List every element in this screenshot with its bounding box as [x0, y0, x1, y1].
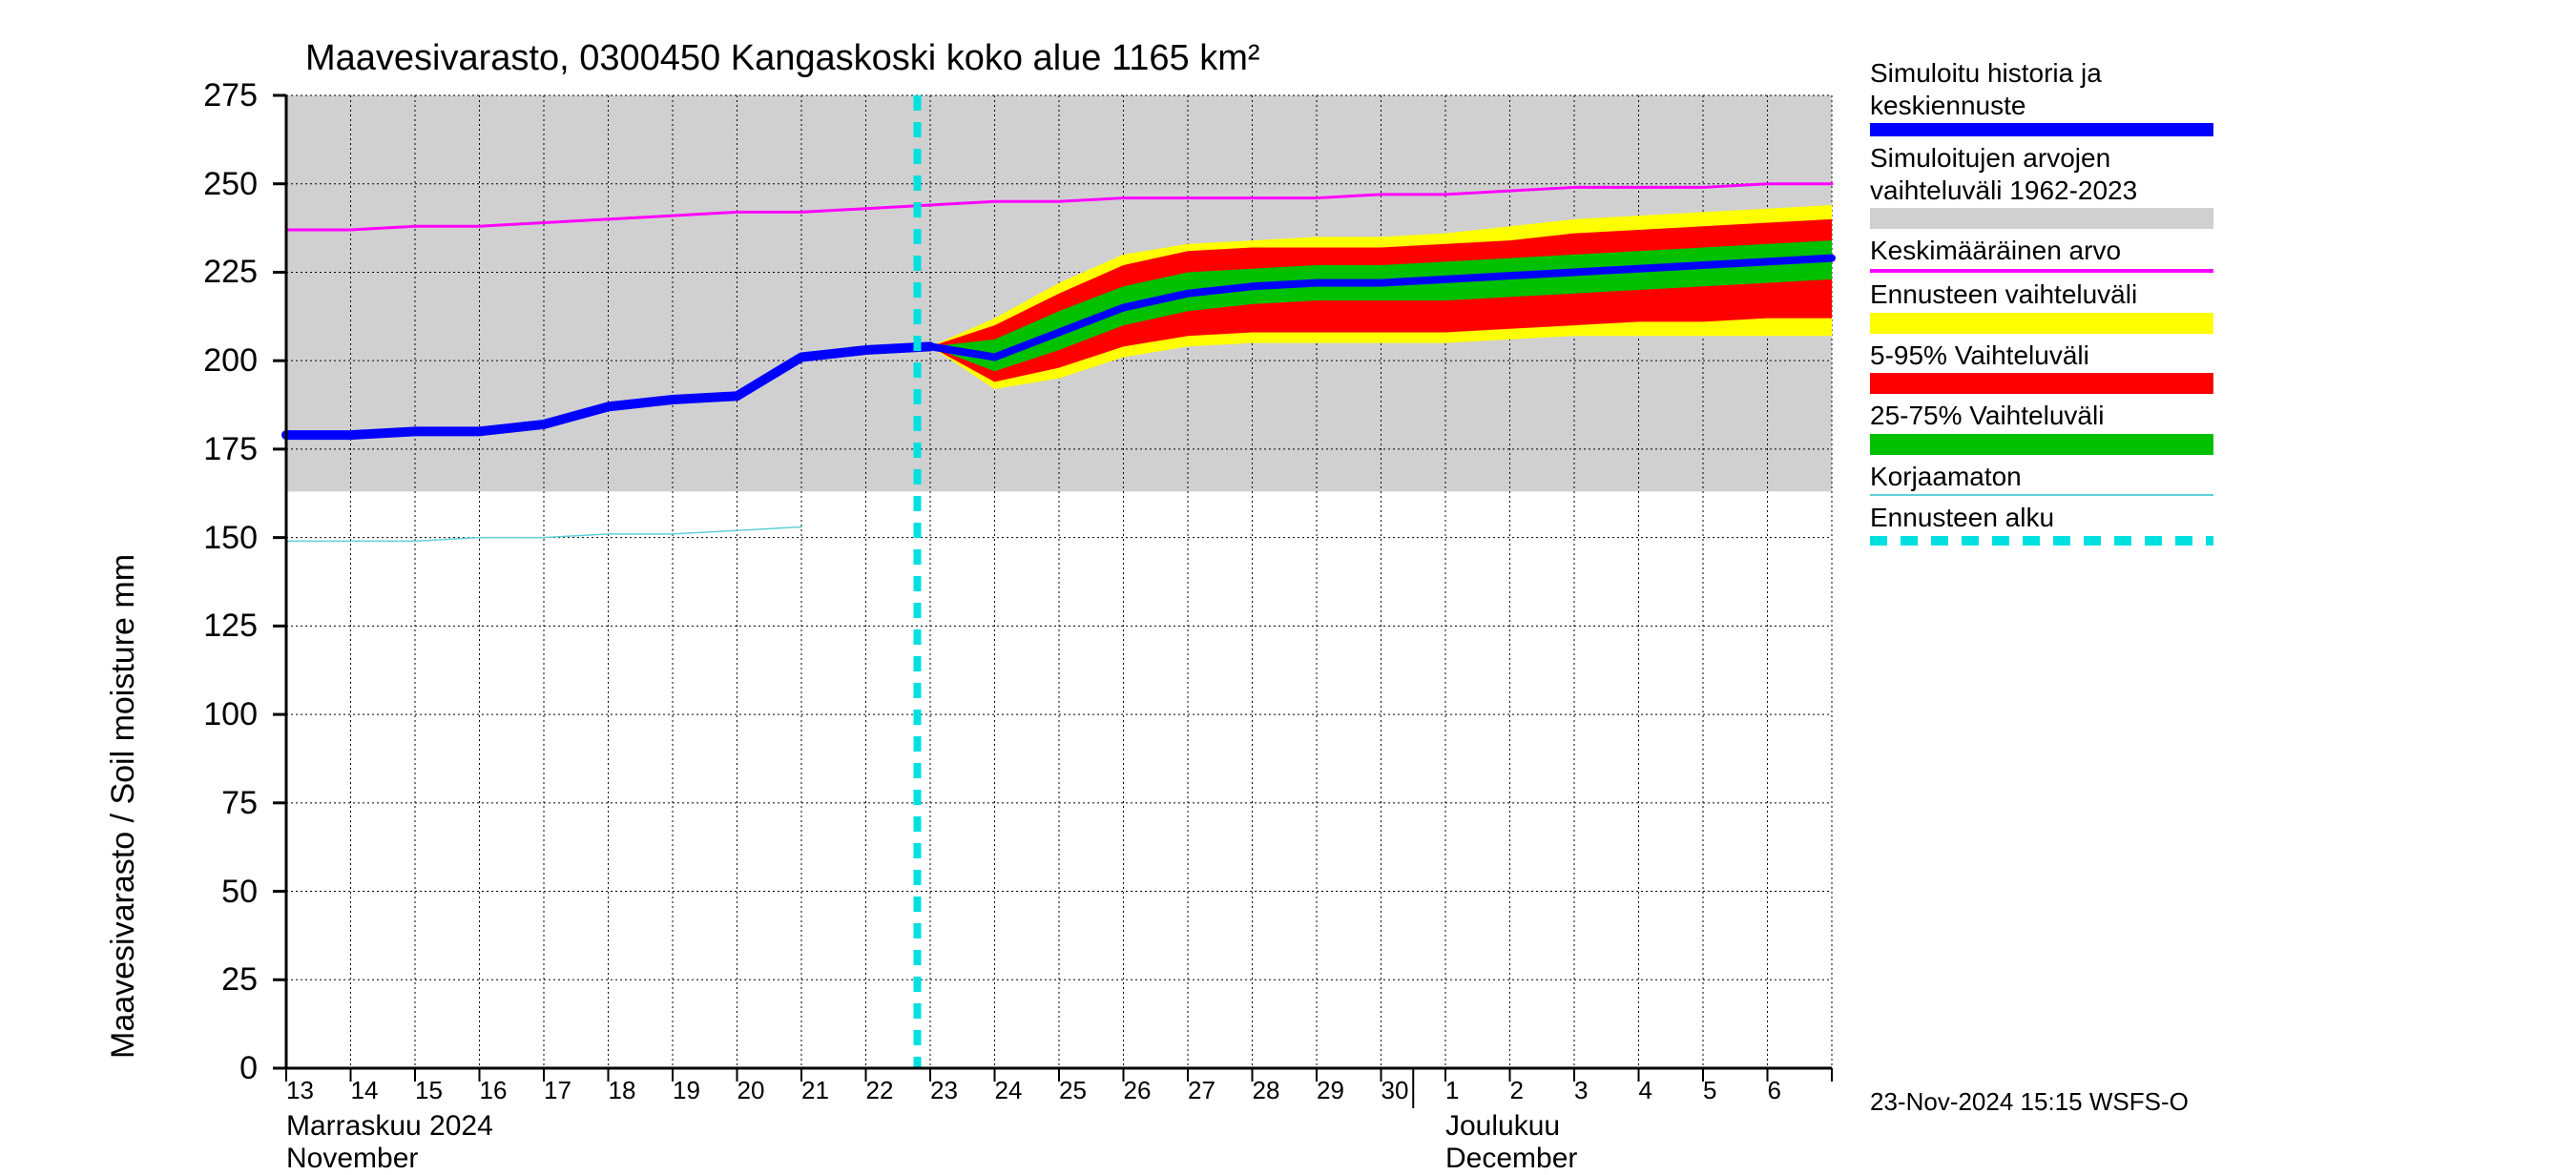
xtick-label: 20	[737, 1076, 802, 1105]
xtick-label: 17	[544, 1076, 609, 1105]
xtick-label: 23	[930, 1076, 995, 1105]
legend-item: 25-75% Vaihteluväli	[1870, 400, 2213, 455]
xtick-label: 15	[415, 1076, 480, 1105]
legend-item: 5-95% Vaihteluväli	[1870, 340, 2213, 395]
xtick-label: 6	[1768, 1076, 1833, 1105]
legend-item: Ennusteen vaihteluväli	[1870, 278, 2213, 334]
xtick-label: 3	[1574, 1076, 1639, 1105]
legend-swatch	[1870, 434, 2213, 455]
xtick-label: 26	[1124, 1076, 1189, 1105]
ytick-label: 25	[153, 961, 258, 999]
xtick-label: 30	[1381, 1076, 1446, 1105]
legend-swatch	[1870, 536, 2213, 546]
legend-label: Simuloitujen arvojen	[1870, 142, 2213, 175]
ytick-label: 75	[153, 785, 258, 822]
ytick-label: 100	[153, 696, 258, 733]
xtick-label: 22	[866, 1076, 931, 1105]
legend-item: Keskimääräinen arvo	[1870, 235, 2213, 273]
ytick-label: 0	[153, 1050, 258, 1087]
xtick-label: 25	[1059, 1076, 1124, 1105]
xtick-label: 16	[480, 1076, 545, 1105]
legend-label: vaihteluväli 1962-2023	[1870, 175, 2213, 207]
month-label: Joulukuu	[1445, 1110, 1560, 1143]
legend-item: Korjaamaton	[1870, 461, 2213, 497]
ytick-label: 175	[153, 431, 258, 468]
ytick-label: 250	[153, 166, 258, 203]
xtick-label: 24	[995, 1076, 1060, 1105]
xtick-label: 4	[1639, 1076, 1704, 1105]
xtick-label: 18	[609, 1076, 674, 1105]
legend-swatch	[1870, 123, 2213, 136]
legend-swatch	[1870, 269, 2213, 273]
ytick-label: 225	[153, 254, 258, 291]
legend-label: 25-75% Vaihteluväli	[1870, 400, 2213, 432]
xtick-label: 1	[1445, 1076, 1510, 1105]
legend-label: Ennusteen alku	[1870, 502, 2213, 534]
legend-label: Ennusteen vaihteluväli	[1870, 278, 2213, 311]
xtick-label: 21	[801, 1076, 866, 1105]
xtick-label: 2	[1510, 1076, 1575, 1105]
xtick-label: 29	[1317, 1076, 1381, 1105]
legend-item: Simuloitujen arvojenvaihteluväli 1962-20…	[1870, 142, 2213, 229]
legend-swatch	[1870, 494, 2213, 496]
legend-label: Korjaamaton	[1870, 461, 2213, 493]
ytick-label: 125	[153, 608, 258, 645]
xtick-label: 5	[1703, 1076, 1768, 1105]
legend: Simuloitu historia jakeskiennusteSimuloi…	[1870, 57, 2213, 551]
legend-swatch	[1870, 208, 2213, 229]
ytick-label: 50	[153, 874, 258, 911]
xtick-label: 28	[1253, 1076, 1318, 1105]
ytick-label: 150	[153, 520, 258, 557]
xtick-label: 13	[286, 1076, 351, 1105]
legend-swatch	[1870, 313, 2213, 334]
legend-swatch	[1870, 373, 2213, 394]
xtick-label: 19	[673, 1076, 737, 1105]
legend-item: Ennusteen alku	[1870, 502, 2213, 546]
timestamp-label: 23-Nov-2024 15:15 WSFS-O	[1870, 1087, 2189, 1117]
month-label: December	[1445, 1143, 1577, 1175]
ytick-label: 200	[153, 342, 258, 380]
legend-label: Simuloitu historia ja	[1870, 57, 2213, 90]
chart-container: Maavesivarasto, 0300450 Kangaskoski koko…	[0, 0, 2576, 1144]
month-label: Marraskuu 2024	[286, 1110, 493, 1143]
xtick-label: 14	[351, 1076, 416, 1105]
legend-item: Simuloitu historia jakeskiennuste	[1870, 57, 2213, 136]
ytick-label: 275	[153, 77, 258, 114]
legend-label: Keskimääräinen arvo	[1870, 235, 2213, 267]
legend-label: keskiennuste	[1870, 90, 2213, 122]
month-label: November	[286, 1143, 418, 1175]
legend-label: 5-95% Vaihteluväli	[1870, 340, 2213, 372]
xtick-label: 27	[1188, 1076, 1253, 1105]
